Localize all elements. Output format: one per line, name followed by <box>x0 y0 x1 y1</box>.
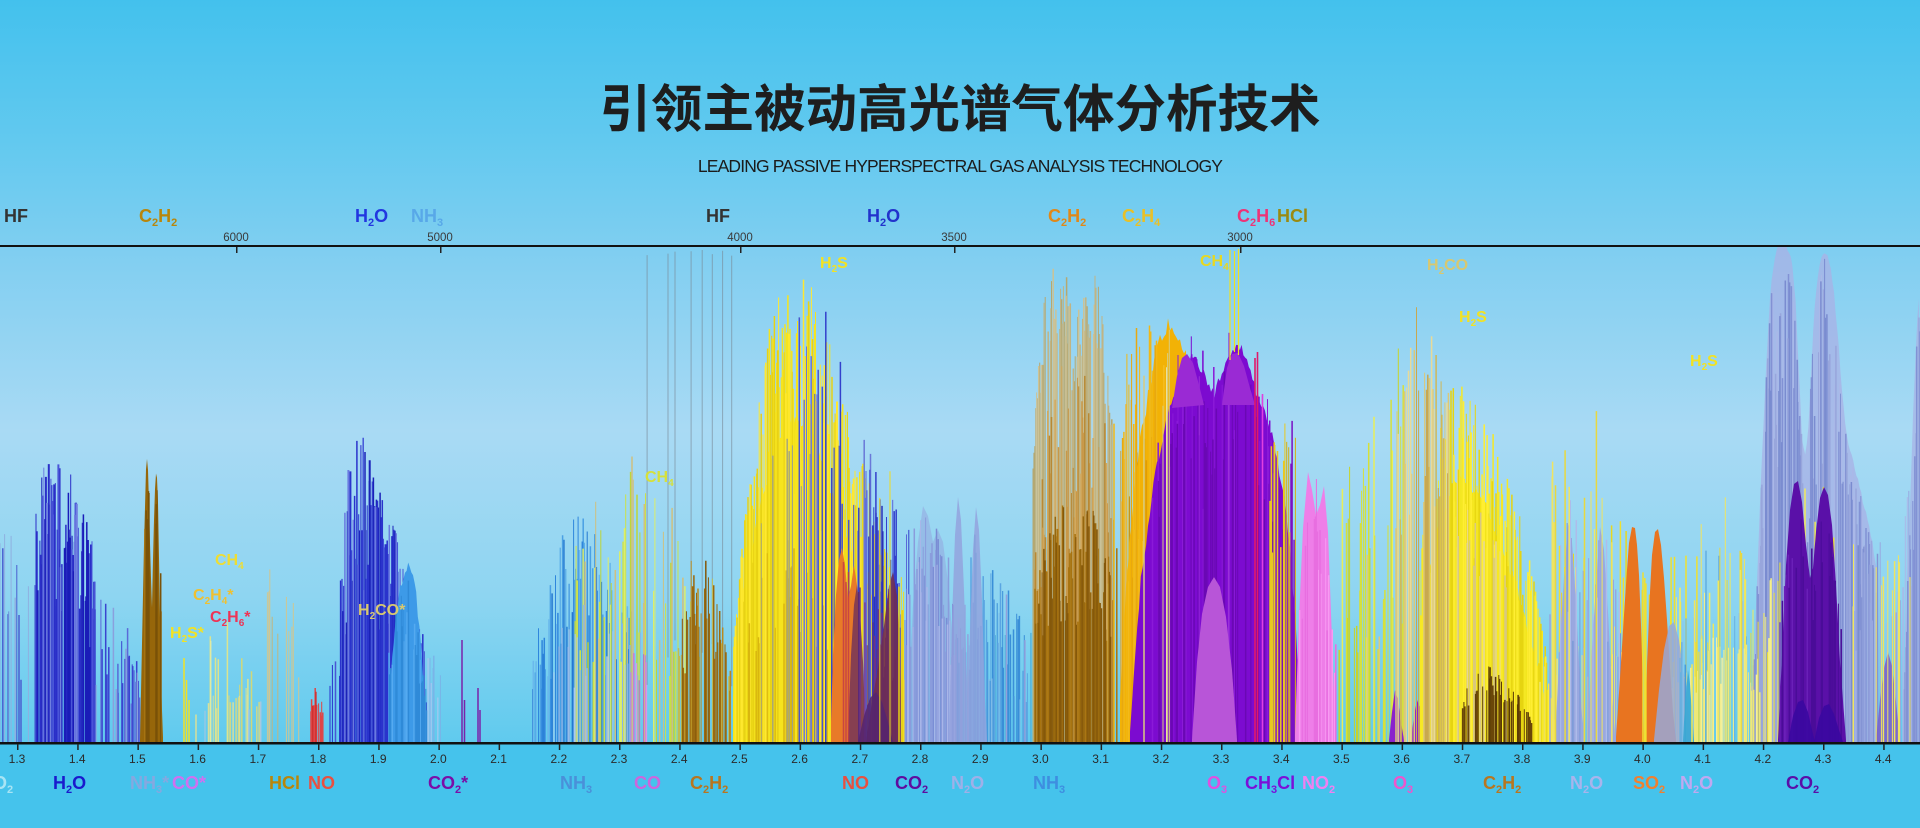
svg-text:CO*: CO* <box>172 773 206 793</box>
svg-text:1.7: 1.7 <box>249 752 266 766</box>
svg-text:H2O: H2O <box>355 206 388 229</box>
svg-text:2.0: 2.0 <box>430 752 447 766</box>
svg-text:3.6: 3.6 <box>1393 752 1410 766</box>
svg-text:CO2*: CO2* <box>428 773 468 796</box>
svg-text:6000: 6000 <box>223 232 249 244</box>
svg-text:C2H4*: C2H4* <box>193 587 234 607</box>
svg-text:C2H6*: C2H6* <box>210 609 251 629</box>
svg-text:3.9: 3.9 <box>1574 752 1591 766</box>
svg-text:4.3: 4.3 <box>1815 752 1832 766</box>
svg-text:4.2: 4.2 <box>1754 752 1771 766</box>
svg-text:H2S*: H2S* <box>170 625 205 645</box>
svg-text:3.7: 3.7 <box>1453 752 1470 766</box>
svg-text:2.6: 2.6 <box>791 752 808 766</box>
svg-text:H2S: H2S <box>1690 353 1718 373</box>
svg-text:2.5: 2.5 <box>731 752 748 766</box>
svg-text:NO: NO <box>842 773 869 793</box>
svg-text:C2H6: C2H6 <box>1237 206 1275 229</box>
svg-text:4000: 4000 <box>727 232 753 244</box>
svg-text:1.5: 1.5 <box>129 752 146 766</box>
svg-text:SO2: SO2 <box>1633 773 1665 796</box>
svg-text:3.5: 3.5 <box>1333 752 1350 766</box>
svg-text:4.4: 4.4 <box>1875 752 1892 766</box>
svg-text:N2O: N2O <box>951 773 984 796</box>
svg-text:3.2: 3.2 <box>1152 752 1169 766</box>
svg-text:O3: O3 <box>1207 773 1227 796</box>
svg-text:HF: HF <box>4 206 28 226</box>
svg-text:C2H2: C2H2 <box>139 206 177 229</box>
svg-text:CO: CO <box>634 773 661 793</box>
svg-text:N2O: N2O <box>1570 773 1603 796</box>
svg-text:4.1: 4.1 <box>1694 752 1711 766</box>
svg-text:CH3Cl: CH3Cl <box>1245 773 1295 796</box>
svg-text:NO2: NO2 <box>1302 773 1335 796</box>
svg-text:CH4: CH4 <box>1200 253 1229 273</box>
svg-text:O3: O3 <box>1393 773 1413 796</box>
svg-text:2.8: 2.8 <box>912 752 929 766</box>
svg-text:H2S: H2S <box>1459 309 1487 329</box>
svg-text:C2H2: C2H2 <box>1048 206 1086 229</box>
svg-text:N2O: N2O <box>1680 773 1713 796</box>
svg-text:2.4: 2.4 <box>671 752 688 766</box>
svg-text:3000: 3000 <box>1227 232 1253 244</box>
svg-text:1.6: 1.6 <box>189 752 206 766</box>
svg-text:HCl: HCl <box>269 773 300 793</box>
svg-text:2.7: 2.7 <box>851 752 868 766</box>
svg-text:H2S: H2S <box>820 255 848 275</box>
svg-text:NH3: NH3 <box>411 206 443 229</box>
svg-text:H2O: H2O <box>867 206 900 229</box>
svg-text:NO: NO <box>308 773 335 793</box>
svg-text:2.1: 2.1 <box>490 752 507 766</box>
svg-text:2.2: 2.2 <box>550 752 567 766</box>
svg-text:1.8: 1.8 <box>310 752 327 766</box>
svg-text:H2CO: H2CO <box>1427 257 1468 277</box>
svg-text:NH3: NH3 <box>560 773 592 796</box>
svg-text:C2H2: C2H2 <box>690 773 728 796</box>
svg-text:3.8: 3.8 <box>1514 752 1531 766</box>
svg-text:CH4: CH4 <box>215 552 244 572</box>
svg-text:CH4: CH4 <box>645 469 674 489</box>
svg-text:NH3: NH3 <box>1033 773 1065 796</box>
svg-text:3.4: 3.4 <box>1273 752 1290 766</box>
svg-text:CO2: CO2 <box>1786 773 1819 796</box>
svg-text:3.0: 3.0 <box>1032 752 1049 766</box>
svg-text:3500: 3500 <box>941 232 967 244</box>
svg-text:3.3: 3.3 <box>1213 752 1230 766</box>
svg-text:HCl: HCl <box>1277 206 1308 226</box>
svg-text:1.9: 1.9 <box>370 752 387 766</box>
svg-text:C2H2: C2H2 <box>1483 773 1521 796</box>
svg-text:CO2: CO2 <box>895 773 928 796</box>
svg-text:H2O: H2O <box>53 773 86 796</box>
svg-text:2.9: 2.9 <box>972 752 989 766</box>
svg-text:NH3*: NH3* <box>130 773 169 796</box>
svg-text:1.3: 1.3 <box>9 752 26 766</box>
svg-text:C2H4: C2H4 <box>1122 206 1161 229</box>
svg-text:2.3: 2.3 <box>611 752 628 766</box>
svg-text:1.4: 1.4 <box>69 752 86 766</box>
svg-text:5000: 5000 <box>427 232 453 244</box>
svg-text:LEADING PASSIVE HYPERSPECTRAL: LEADING PASSIVE HYPERSPECTRAL GAS ANALYS… <box>698 156 1223 176</box>
svg-text:HF: HF <box>706 206 730 226</box>
svg-text:3.1: 3.1 <box>1092 752 1109 766</box>
svg-text:H2CO*: H2CO* <box>358 602 406 622</box>
svg-text:4.0: 4.0 <box>1634 752 1651 766</box>
